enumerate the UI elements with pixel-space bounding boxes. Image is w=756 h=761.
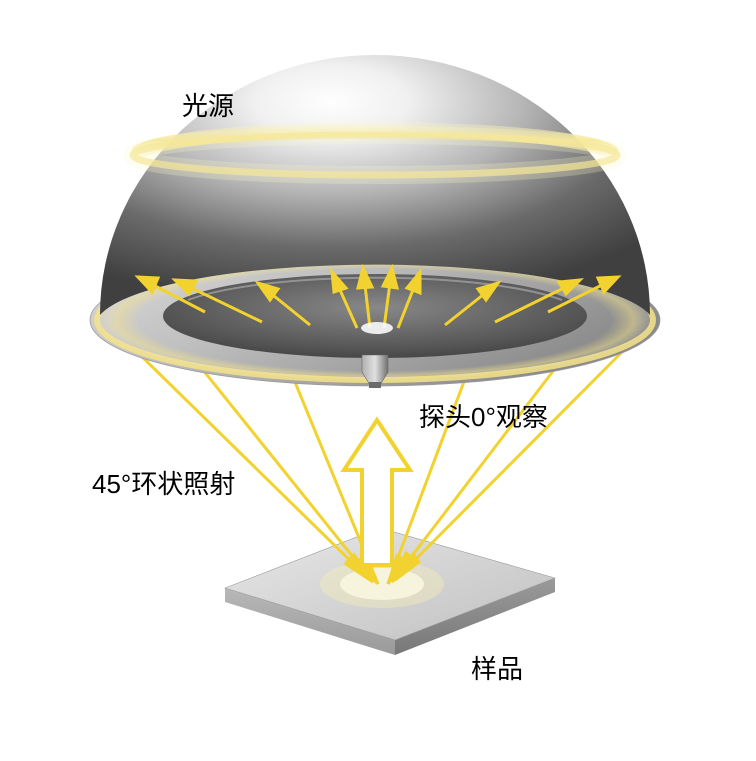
aperture-opening [163, 274, 587, 358]
optical-geometry-diagram [0, 0, 756, 756]
label-probe-observation: 探头0°观察 [419, 397, 548, 434]
label-ring-illumination: 45°环状照射 [92, 464, 235, 501]
label-light-source: 光源 [182, 86, 234, 123]
label-sample: 样品 [471, 649, 523, 686]
